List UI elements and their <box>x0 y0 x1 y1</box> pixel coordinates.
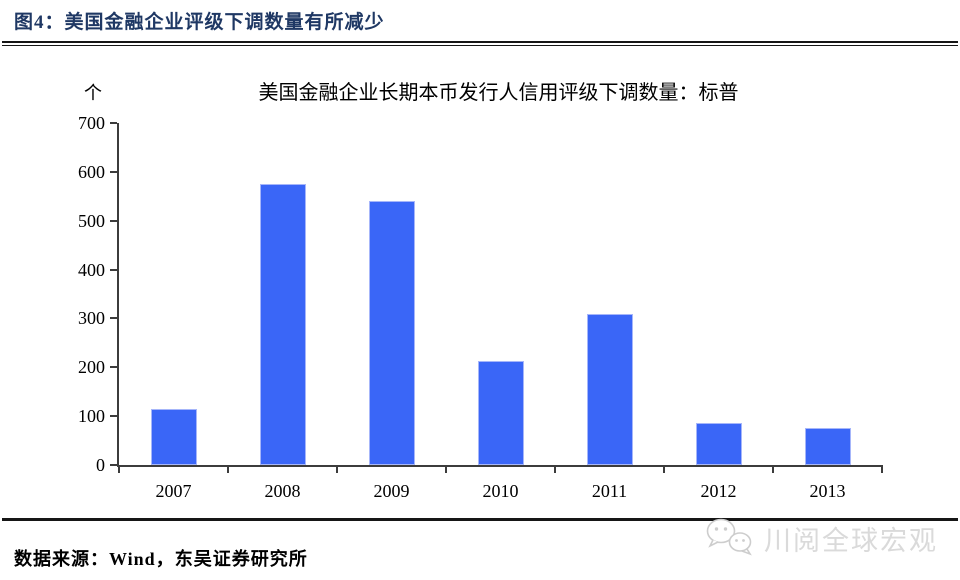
x-tick-mark <box>554 465 556 473</box>
data-source: 数据来源：Wind，东吴证券研究所 <box>14 549 308 569</box>
y-tick-label: 200 <box>78 357 105 378</box>
header-divider <box>2 41 958 46</box>
y-tick-mark <box>110 219 117 222</box>
bar-2010 <box>477 360 524 465</box>
x-tick-mark <box>227 465 229 473</box>
y-tick-mark <box>110 170 117 173</box>
x-tick-label: 2011 <box>591 481 628 501</box>
y-tick-mark <box>110 415 117 418</box>
y-tick-mark <box>110 317 117 320</box>
y-tick-label: 700 <box>78 113 105 133</box>
x-tick-mark <box>445 465 447 473</box>
watermark-label: 川阅全球宏观 <box>764 525 938 556</box>
x-tick-label: 2008 <box>264 481 301 501</box>
y-tick-label: 0 <box>96 455 105 475</box>
x-tick-label: 2009 <box>373 481 410 501</box>
figure-caption: 图4：美国金融企业评级下调数量有所减少 <box>14 12 385 33</box>
x-tick-mark <box>118 465 120 473</box>
x-tick-mark <box>772 465 774 473</box>
x-tick-label: 2007 <box>155 481 192 501</box>
y-tick-label: 500 <box>78 210 105 231</box>
chart-bottom-divider <box>2 518 958 521</box>
bar-2009 <box>368 201 415 465</box>
x-tick-label: 2012 <box>700 481 737 501</box>
plot-area: 0 100 200 300 400 500 600 700 2007 2008 2009 2010 20… <box>78 113 883 501</box>
y-axis-unit-label: 个 <box>84 83 102 103</box>
bar-2012 <box>695 422 742 465</box>
bar-2013 <box>804 427 851 465</box>
x-tick-label: 2013 <box>809 481 846 501</box>
y-tick-mark <box>110 122 117 124</box>
watermark: 川阅全球宏观 <box>704 516 938 560</box>
x-tick-mark <box>663 465 665 473</box>
y-tick-label: 400 <box>78 259 105 280</box>
bar-2007 <box>150 408 197 465</box>
y-tick-mark <box>110 268 117 271</box>
bar-2008 <box>259 184 306 465</box>
y-tick-label: 600 <box>78 161 105 182</box>
wechat-icon <box>704 516 756 560</box>
x-tick-mark <box>336 465 338 473</box>
y-tick-label: 300 <box>78 308 105 329</box>
y-tick-label: 100 <box>78 406 105 427</box>
x-tick-label: 2010 <box>482 481 519 501</box>
bar-2011 <box>586 313 633 465</box>
y-tick-mark <box>110 464 117 466</box>
chart-title: 美国金融企业长期本币发行人信用评级下调数量：标普 <box>258 82 739 104</box>
y-tick-mark <box>110 366 117 369</box>
x-tick-mark <box>881 465 883 473</box>
